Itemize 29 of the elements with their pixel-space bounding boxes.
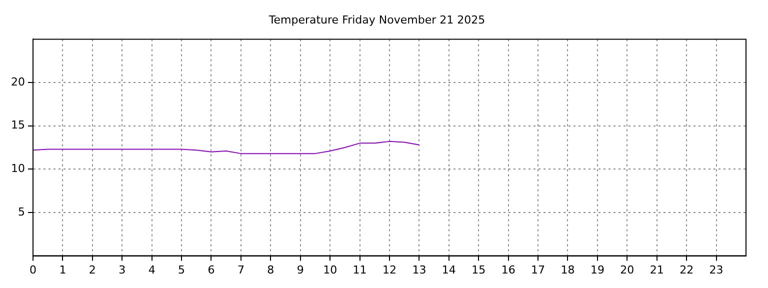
x-tick-label: 0 bbox=[29, 263, 36, 276]
x-tick-label: 7 bbox=[237, 263, 244, 276]
y-tick-label: 5 bbox=[18, 205, 25, 218]
y-tick-label: 10 bbox=[10, 162, 25, 176]
x-tick-label: 12 bbox=[382, 263, 396, 276]
x-tick-label: 6 bbox=[208, 263, 215, 276]
x-tick-label: 9 bbox=[296, 263, 304, 276]
x-tick-label: 18 bbox=[560, 263, 575, 276]
x-tick-label: 5 bbox=[178, 263, 186, 276]
x-tick-label: 11 bbox=[352, 263, 367, 276]
x-tick-label: 4 bbox=[148, 263, 156, 276]
x-tick-label: 17 bbox=[531, 263, 546, 276]
x-tick-label: 3 bbox=[118, 263, 126, 276]
x-tick-label: 13 bbox=[412, 263, 426, 276]
x-tick-label: 23 bbox=[709, 263, 724, 276]
x-tick-label: 14 bbox=[442, 263, 456, 276]
x-tick-label: 8 bbox=[267, 263, 274, 276]
x-tick-label: 2 bbox=[88, 263, 96, 276]
chart-title: Temperature Friday November 21 2025 bbox=[268, 13, 486, 26]
x-tick-label: 22 bbox=[680, 263, 694, 276]
x-tick-label: 21 bbox=[650, 263, 664, 276]
x-tick-label: 19 bbox=[590, 263, 604, 276]
y-tick-label: 15 bbox=[10, 118, 25, 132]
y-tick-label: 20 bbox=[10, 75, 25, 88]
x-tick-label: 10 bbox=[323, 263, 338, 276]
x-tick-label: 15 bbox=[472, 263, 486, 276]
x-tick-label: 1 bbox=[59, 263, 66, 276]
x-tick-label: 20 bbox=[620, 263, 634, 276]
x-tick-label: 16 bbox=[501, 263, 516, 276]
